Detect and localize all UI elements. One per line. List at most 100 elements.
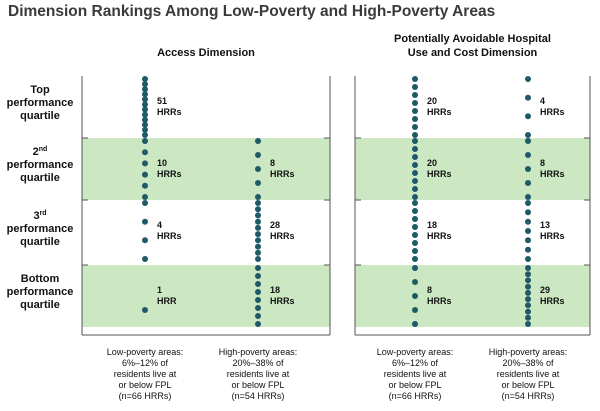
quartile-label-superscript: rd [39,210,47,217]
count-label: 18 [427,220,437,230]
hrr-dot [525,113,531,120]
hrr-dot [412,124,418,130]
hrr-dot [142,101,148,108]
count-label: HRRs [270,169,295,179]
hrr-dot [525,166,531,172]
hrr-dot [255,212,261,219]
hrr-dot [142,76,148,82]
hrr-dot [525,132,531,138]
hrr-dot [412,321,418,327]
hrr-dot [255,243,261,250]
count-label: 29 [540,285,550,295]
count-label: HRRs [157,231,182,241]
hrr-dot [142,106,148,113]
count-label: HRRs [540,231,565,241]
panel-title: Access Dimension [82,46,330,60]
hrr-dot [142,218,148,225]
column-label-line: or below FPL [388,380,442,390]
quartile-label-line: performance [6,223,74,235]
hrr-dot [142,149,148,156]
hrr-dot [525,302,531,309]
column-label-line: Low-poverty areas: [106,347,184,357]
hrr-dot [412,194,418,200]
column-label: High-poverty areas: 20%–38% of residents l… [198,347,318,402]
hrr-dot [412,178,418,184]
quartile-label-line: performance [6,97,74,109]
hrr-dot [525,256,531,262]
hrr-dot [412,216,418,222]
count-label: 13 [540,220,550,230]
hrr-dot [142,182,148,189]
quartile-label-line: quartile [20,299,60,311]
hrr-dot [255,138,261,144]
hrr-dot [525,209,531,216]
count-label: HRRs [157,107,182,117]
hrr-dot [255,224,261,231]
hrr-dot [255,237,261,244]
quartile-label-line: 2nd [32,146,48,158]
hrr-dot [142,86,148,93]
hrr-dot [142,194,148,200]
count-label: 1 [157,285,162,295]
hrr-dot [142,200,148,206]
hrr-dot [142,160,148,167]
quartile-label: Bottom performance quartile [0,273,80,312]
count-label: HRRs [270,296,295,306]
hrr-dot [255,180,261,186]
hrr-dot [412,186,418,192]
column-label-line: 6%–12% of [121,358,169,368]
hrr-dot [255,194,261,200]
count-label: 18 [270,285,280,295]
hrr-dot [525,296,531,303]
hrr-dot [412,307,418,313]
hrr-dot [412,154,418,160]
quartile-band [82,265,330,327]
chart-panel: 20HRRs20HRRs18HRRs8HRRs4HRRs8HRRs13HRRs2… [354,76,591,336]
count-label: HRRs [157,169,182,179]
column-label: Low-poverty areas: 6%–12% of residents liv… [355,347,475,402]
quartile-label-line: Bottom [20,273,60,285]
hrr-dot [525,321,531,327]
count-label: 20 [427,158,437,168]
panel-title-line: Potentially Avoidable Hospital [394,33,551,45]
hrr-dot [412,208,418,214]
hrr-dot [142,171,148,178]
quartile-label-line: quartile [20,110,60,122]
count-label: HRRs [427,107,452,117]
quartile-label-line: Top [30,84,50,96]
hrr-dot [255,166,261,172]
hrr-dot [255,289,261,295]
hrr-dot [525,314,531,321]
column-label-line: Low-poverty areas: [376,347,454,357]
hrr-dot [412,100,418,106]
hrr-dot [255,249,261,256]
hrr-dot [525,180,531,186]
hrr-dot [255,305,261,311]
column-label-line: 20%–38% of [232,358,284,368]
column-label-line: 20%–38% of [502,358,554,368]
panel-title-line: Access Dimension [157,47,255,59]
hrr-dot [142,121,148,128]
hrr-dot [142,81,148,88]
hrr-dot [525,283,531,290]
quartile-label: 2nd performance quartile [0,146,80,185]
quartile-label-line: quartile [20,236,60,248]
hrr-dot [142,96,148,103]
hrr-dot [412,76,418,82]
column-label-line: or below FPL [118,380,172,390]
hrr-dot [142,116,148,123]
hrr-dot [142,307,148,313]
count-label: HRRs [270,231,295,241]
hrr-dot [412,92,418,98]
column-label-line: or below FPL [231,380,285,390]
column-label-line: residents live at [113,369,177,379]
count-label: HRRs [540,169,565,179]
hrr-dot [525,308,531,315]
count-label: HRRs [427,169,452,179]
column-label-line: 6%–12% of [391,358,439,368]
count-label: 4 [540,96,545,106]
hrr-dot [525,194,531,200]
hrr-dot [525,152,531,158]
panel-title-line: Use and Cost Dimension [407,47,538,59]
